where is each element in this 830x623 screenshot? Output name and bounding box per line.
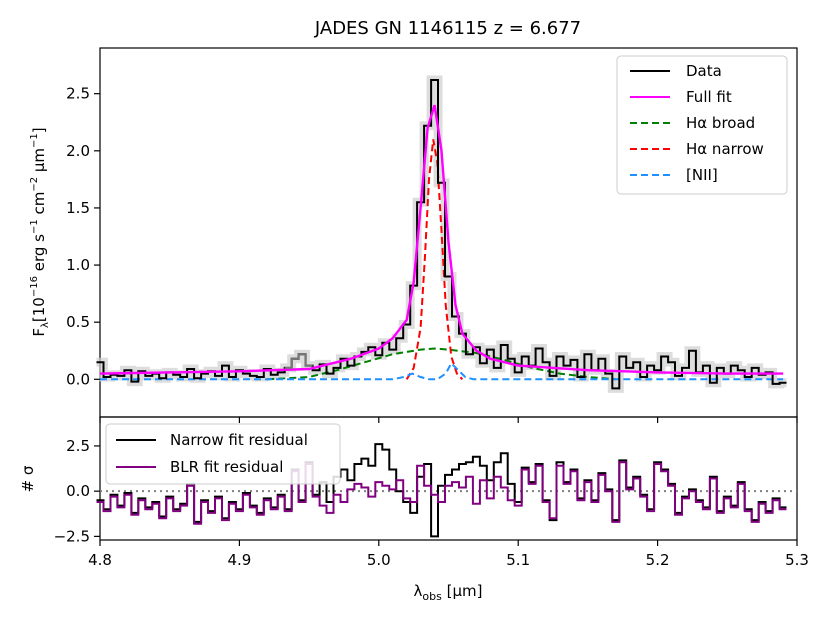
masked-data-segment [284, 353, 313, 369]
bottom-legend-box [105, 423, 341, 485]
bottom-y-ticks: −2.5 0.0 2.5 [54, 437, 100, 545]
bottom-y-tick-label: 0.0 [66, 482, 90, 500]
x-tick-label: 5.3 [785, 551, 809, 569]
series-h-narrow [405, 139, 464, 380]
top-panel: 0.0 0.5 1.0 1.5 2.0 2.5 Fλ[10−16 erg s−1 cm−2… [29, 47, 798, 423]
series-narrow-fit-residual [96, 443, 787, 538]
bottom-legend-entries: Narrow fit residual BLR fit residual [116, 431, 308, 476]
x-axis-label: λobs [μm] [414, 582, 483, 603]
legend-label: BLR fit residual [170, 458, 283, 476]
top-legend-box [616, 55, 788, 195]
bottom-legend: Narrow fit residual BLR fit residual [105, 423, 341, 485]
top-y-tick-label: 1.0 [66, 256, 90, 274]
top-y-tick-label: 2.5 [66, 85, 90, 103]
bottom-plot-frame [99, 416, 798, 541]
x-tick-label: 4.9 [227, 551, 251, 569]
bottom-x-ticks: 4.8 4.9 5.0 5.1 5.2 5.3 [88, 540, 809, 569]
bottom-y-tick-label: −2.5 [54, 527, 90, 545]
legend-label: Hα broad [686, 114, 755, 132]
legend-label: Hα narrow [686, 140, 764, 158]
x-tick-label: 5.0 [367, 551, 391, 569]
bottom-y-tick-label: 2.5 [66, 437, 90, 455]
top-series-group [96, 75, 787, 393]
top-legend-entries: Data Full fit Hα broad Hα narrow [NII] [630, 62, 764, 184]
x-axis-label-unit: [μm] [442, 582, 483, 600]
series-full-fit [99, 104, 784, 375]
legend-label: Narrow fit residual [170, 431, 308, 449]
series-h-broad [267, 347, 616, 381]
top-y-tick-label: 0.0 [66, 370, 90, 388]
bottom-panel: −2.5 0.0 2.5 4.8 4.9 5.0 5.1 5.2 5.3 # σ Narrow… [19, 416, 809, 569]
top-y-tick-label: 0.5 [66, 313, 90, 331]
series-blr-fit-residual [96, 461, 787, 525]
bottom-series-group [96, 443, 797, 538]
x-axis-label-main: λ [414, 582, 423, 600]
series-nii [100, 361, 784, 381]
x-tick-label: 5.2 [646, 551, 670, 569]
top-legend: Data Full fit Hα broad Hα narrow [NII] [616, 55, 788, 195]
bottom-y-axis-label: # σ [19, 465, 37, 492]
chart-title: JADES GN 1146115 z = 6.677 [314, 18, 581, 39]
top-y-tick-label: 1.5 [66, 199, 90, 217]
x-tick-label: 4.8 [88, 551, 112, 569]
legend-label: Full fit [686, 88, 732, 106]
legend-label: [NII] [686, 166, 718, 184]
top-y-axis-label: Fλ[10−16 erg s−1 cm−2 μm−1] [29, 127, 51, 336]
top-y-tick-label: 2.0 [66, 142, 90, 160]
legend-label: Data [686, 62, 722, 80]
x-axis-label-sub: obs [422, 590, 442, 603]
top-y-ticks: 0.0 0.5 1.0 1.5 2.0 2.5 [66, 85, 100, 388]
x-tick-label: 5.1 [506, 551, 530, 569]
top-x-ticks [99, 417, 798, 423]
